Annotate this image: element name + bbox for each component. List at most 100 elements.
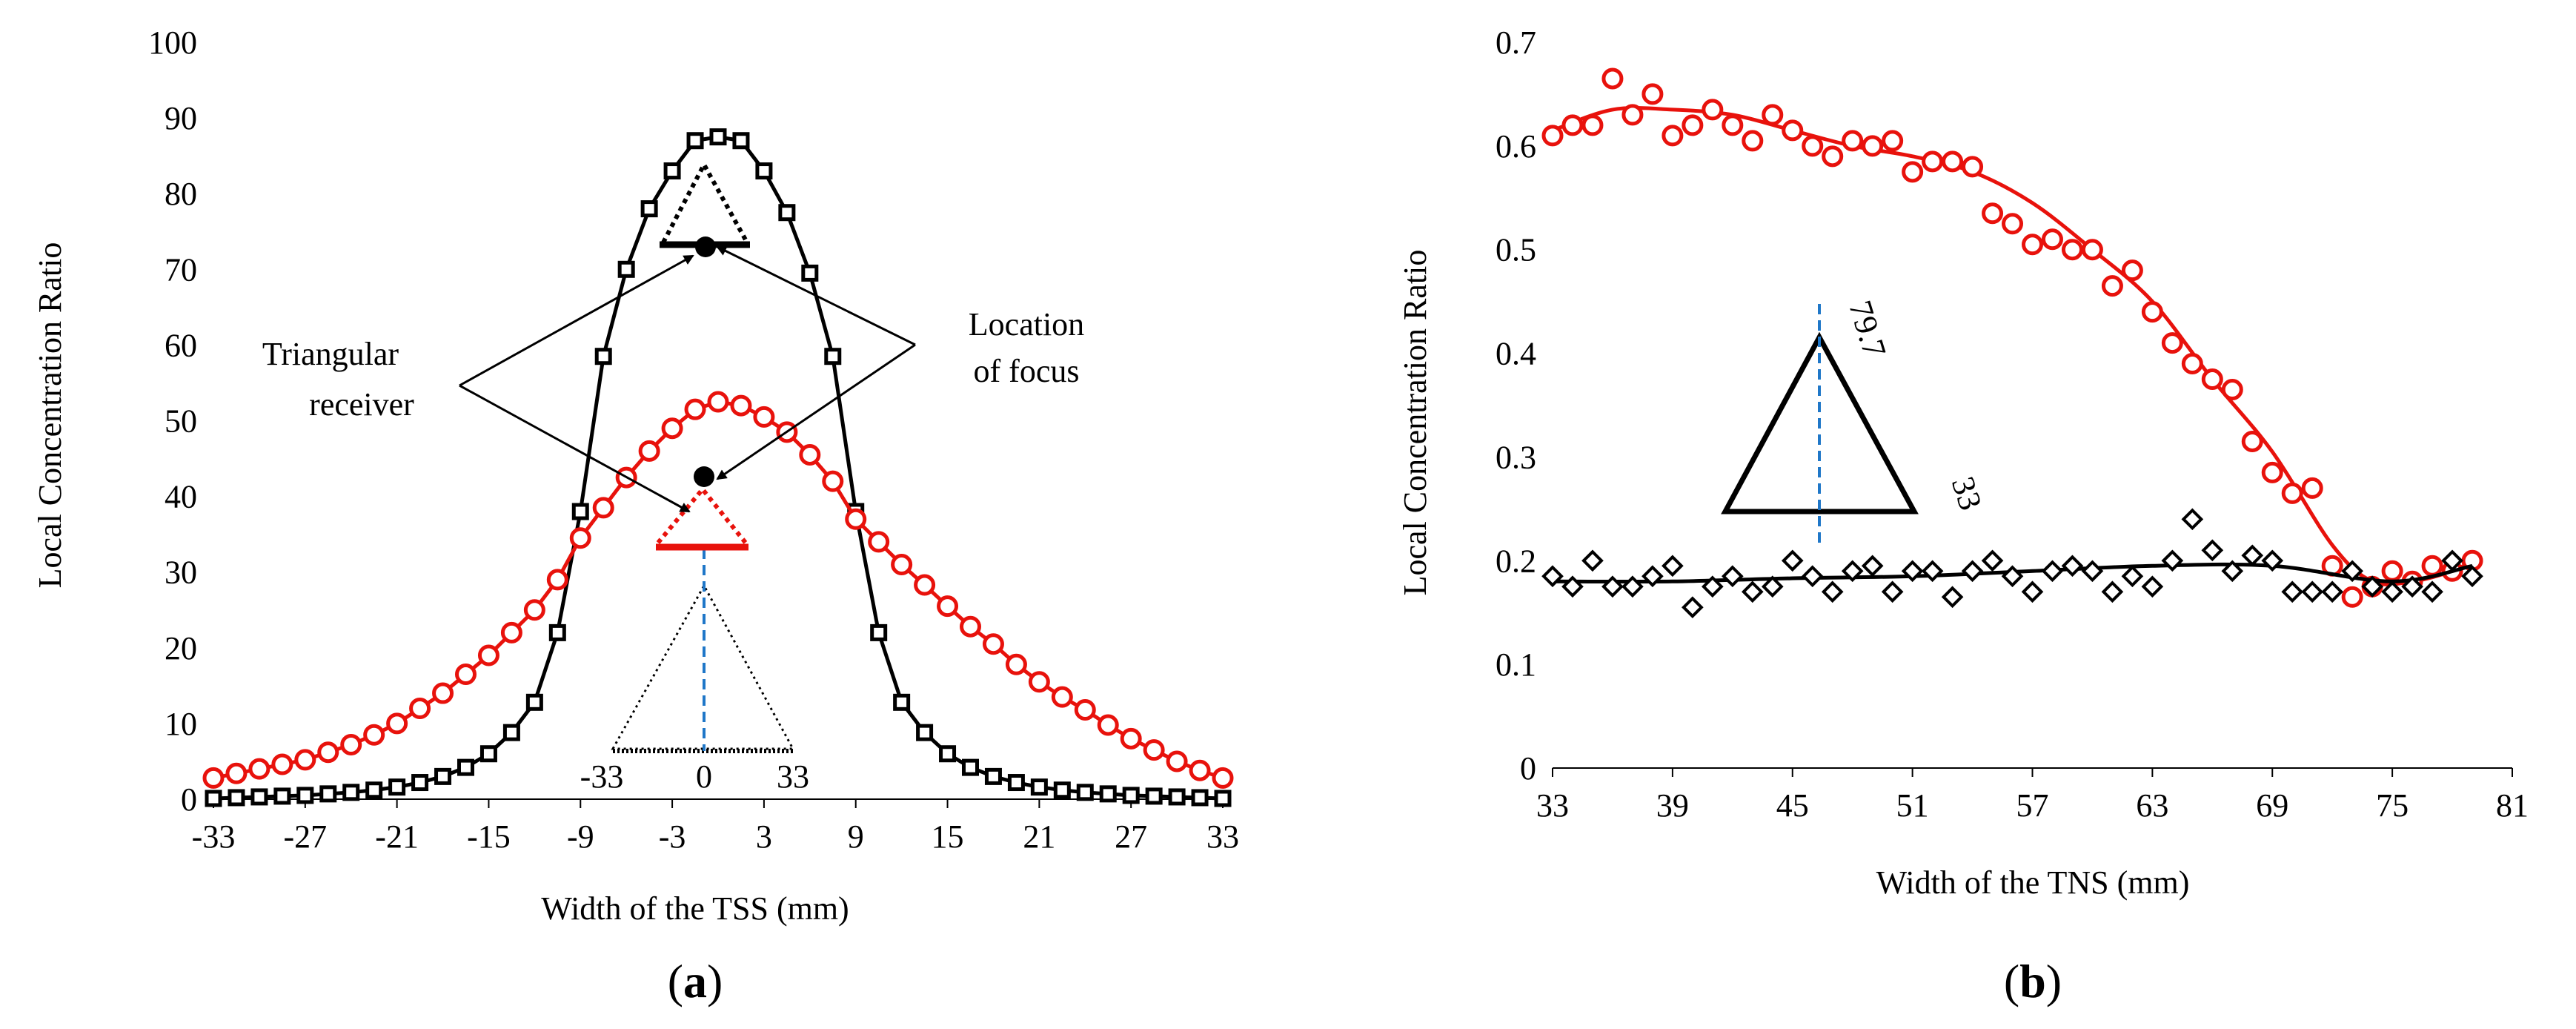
x-tick-label: 21 [1023, 818, 1055, 855]
x-tick-label: 39 [1656, 787, 1689, 824]
arrow-focus-to-red [716, 343, 916, 480]
data-point [1168, 788, 1186, 806]
data-point [569, 527, 591, 549]
data-point [500, 621, 522, 643]
data-point [546, 569, 568, 591]
data-point [778, 204, 796, 222]
data-point [2101, 580, 2124, 603]
series-0 [205, 128, 1232, 807]
arrow-receiver-to-red [459, 384, 691, 513]
x-tick-marks-b [1552, 768, 2513, 777]
data-point [1051, 686, 1073, 708]
data-point [2121, 565, 2144, 588]
inset-base-label: 33 [1945, 472, 1989, 514]
y-tick-label: 0 [181, 781, 197, 818]
data-point [2101, 275, 2123, 297]
data-point [1982, 202, 2004, 225]
data-point [365, 781, 383, 799]
data-point [2022, 234, 2043, 256]
data-point [1053, 781, 1071, 799]
data-point [638, 440, 660, 462]
x-axis-label-a: Width of the TSS (mm) [541, 890, 849, 927]
series-line [213, 400, 1224, 780]
data-point [801, 264, 819, 282]
data-point [2321, 580, 2344, 603]
focus-point-red [694, 466, 714, 487]
data-point [2181, 353, 2203, 375]
data-point [1802, 135, 1824, 157]
y-tick-label: 90 [165, 100, 197, 136]
data-point [661, 417, 683, 440]
data-point [1099, 785, 1117, 803]
receiver-black [660, 159, 750, 257]
data-point [2241, 544, 2264, 567]
data-point [411, 774, 429, 792]
data-point [271, 753, 293, 775]
data-point [1682, 114, 1704, 136]
inset-triangle-b: 79.7 33 [1721, 297, 1989, 549]
data-point [1005, 653, 1027, 675]
data-point [202, 767, 225, 789]
x-tick-marks-a [213, 799, 1224, 808]
data-point [594, 348, 612, 365]
data-point [1702, 99, 1724, 121]
x-tick-label: 33 [1206, 818, 1239, 855]
data-point [1076, 784, 1094, 801]
data-point [1145, 787, 1163, 805]
data-point [2121, 259, 2143, 282]
y-tick-label: 0.7 [1496, 24, 1536, 61]
y-tick-label: 80 [165, 176, 197, 212]
data-point [1561, 114, 1584, 136]
data-point [1962, 156, 1984, 178]
data-point [2281, 580, 2304, 603]
x-axis-label-b: Width of the TNS (mm) [1876, 864, 2190, 901]
y-tick-label: 100 [148, 24, 197, 61]
data-point [1601, 67, 1624, 90]
data-point [455, 664, 477, 686]
inset-triangle-diagram: -33 0 33 [580, 549, 809, 795]
x-tick-label: -33 [192, 818, 236, 855]
data-point [893, 693, 911, 711]
data-point [845, 508, 867, 530]
data-point [2381, 580, 2403, 603]
y-tick-labels-a: 0 10 20 30 40 50 60 70 80 90 100 [148, 24, 197, 818]
data-point [960, 615, 981, 638]
data-point [319, 785, 337, 803]
arrow-focus-to-black [716, 245, 916, 346]
x-tick-label: -15 [467, 818, 511, 855]
data-point [707, 391, 729, 413]
y-tick-label: 0.2 [1496, 543, 1536, 579]
data-point [2161, 332, 2183, 354]
data-point [937, 595, 959, 618]
data-point [2141, 575, 2164, 598]
data-point [477, 644, 499, 666]
data-point [1921, 560, 1944, 583]
data-point [2281, 482, 2303, 504]
data-point [296, 787, 314, 804]
data-point [2461, 565, 2483, 588]
data-point [1881, 580, 1904, 603]
data-point [434, 767, 452, 785]
data-point [755, 162, 773, 180]
data-point [1981, 549, 2004, 572]
x-tick-label: -3 [659, 818, 686, 855]
data-point [868, 531, 890, 553]
data-point [2081, 560, 2104, 583]
data-point [684, 398, 706, 420]
data-point [2361, 575, 2383, 598]
data-point [1120, 727, 1142, 750]
data-point [2301, 580, 2324, 603]
panel-label-a: (a) [668, 955, 723, 1008]
series-0 [1541, 67, 2483, 608]
data-point [2041, 560, 2064, 583]
data-point [822, 470, 844, 492]
data-point [640, 200, 658, 218]
chart-b: 0 0.1 0.2 0.3 0.4 0.5 0.6 0.7 33 39 45 51 57 63 69 75 8… [1397, 24, 2529, 1008]
data-point [1581, 549, 1604, 572]
y-tick-label: 0.4 [1496, 336, 1536, 372]
data-point [1007, 774, 1025, 792]
data-point [523, 599, 545, 621]
x-tick-label: -21 [375, 818, 419, 855]
receiver-red-triangle [656, 486, 748, 544]
x-tick-label: 45 [1776, 787, 1809, 824]
